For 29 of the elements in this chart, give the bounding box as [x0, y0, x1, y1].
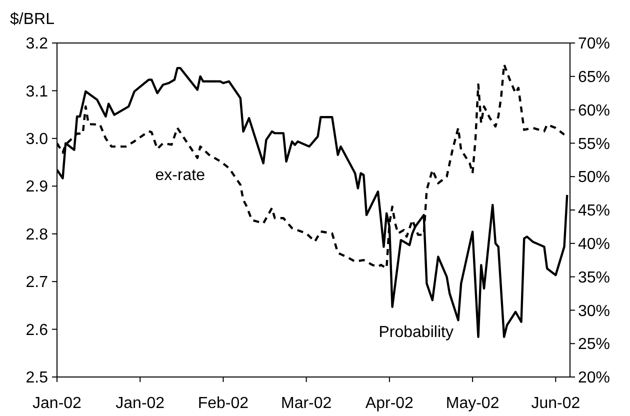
y2-tick-label: 50% [578, 169, 610, 186]
y2-tick-label: 25% [578, 336, 610, 354]
y-tick-label: 3.1 [26, 83, 48, 100]
y2-tick-label: 60% [578, 102, 610, 120]
y2-tick-label: 70% [578, 36, 610, 53]
x-tick-label: Mar-02 [280, 395, 332, 412]
x-tick-label: Feb-02 [198, 395, 249, 412]
y2-tick-label: 55% [578, 136, 610, 153]
y2-tick-label: 20% [578, 370, 610, 387]
y2-tick-label: 30% [578, 302, 610, 320]
y-tick-label: 3.0 [26, 131, 48, 148]
x-tick-label: May-02 [446, 395, 500, 412]
y2-tick-label: 45% [578, 202, 610, 220]
y-tick-label: 2.8 [26, 226, 48, 244]
y-tick-label: 2.7 [26, 274, 48, 292]
x-tick-label: Jan-02 [32, 395, 82, 412]
y-tick-label: 2.9 [26, 178, 48, 196]
y-tick-label: 2.5 [26, 370, 48, 387]
series-label: ex-rate [155, 166, 206, 184]
y-axis-title: $/BRL [10, 11, 55, 28]
y2-tick-label: 40% [578, 236, 610, 253]
y-tick-label: 2.6 [26, 322, 48, 339]
x-tick-label: Apr-02 [365, 395, 414, 412]
y2-tick-label: 35% [578, 269, 610, 286]
x-tick-label: Jan-02 [116, 395, 165, 412]
x-tick-label: Jun-02 [531, 395, 580, 412]
y-tick-label: 3.2 [26, 36, 48, 53]
y2-tick-label: 65% [578, 69, 610, 86]
series-label: Probability [378, 324, 454, 341]
